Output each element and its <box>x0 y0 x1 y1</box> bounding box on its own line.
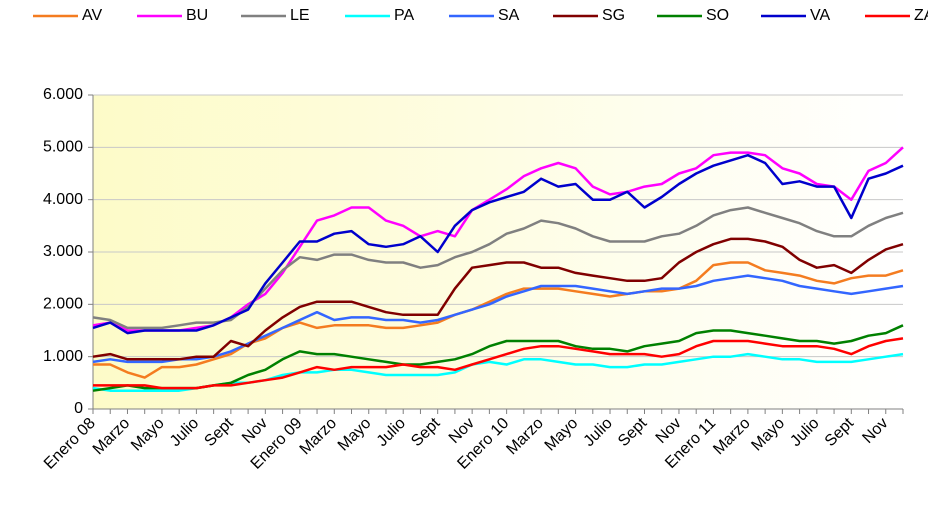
y-tick-label: 6.000 <box>43 86 83 103</box>
y-tick-label: 4.000 <box>43 191 83 208</box>
x-tick-label: Sept <box>408 414 444 450</box>
y-tick-label: 1.000 <box>43 348 83 365</box>
x-tick-label: Marzo <box>710 415 754 459</box>
x-tick-label: Sept <box>615 414 651 450</box>
x-tick-label: Sept <box>822 414 858 450</box>
series-line <box>92 153 904 335</box>
x-tick-label: Nov <box>859 415 891 447</box>
x-tick-label: Julio <box>581 415 616 450</box>
series-line <box>92 324 904 392</box>
series-line <box>92 206 904 330</box>
y-tick-label: 5.000 <box>43 139 83 156</box>
x-tick-label: Mayo <box>542 415 582 455</box>
series-line <box>93 337 904 390</box>
legend-label: SA <box>498 7 520 24</box>
series-line <box>92 237 904 361</box>
legend-label: SG <box>602 7 625 24</box>
legend-label: BU <box>186 7 208 24</box>
x-tick-label: Julio <box>787 415 822 450</box>
y-tick-label: 3.000 <box>43 243 83 260</box>
x-tick-label: Mayo <box>748 415 788 455</box>
legend-label: SO <box>706 7 729 24</box>
series-line <box>92 274 904 364</box>
legend-label: AV <box>82 7 102 24</box>
x-tick-label: Marzo <box>297 415 341 459</box>
y-tick-label: 2.000 <box>43 296 83 313</box>
series-line <box>93 261 904 379</box>
x-tick-label: Mayo <box>335 415 375 455</box>
legend-label: ZA <box>914 7 928 24</box>
x-tick-label: Julio <box>374 415 409 450</box>
legend-label: VA <box>810 7 830 24</box>
x-tick-label: Marzo <box>503 415 547 459</box>
x-tick-label: Marzo <box>90 415 134 459</box>
x-tick-label: Julio <box>167 415 202 450</box>
y-tick-label: 0 <box>74 400 83 417</box>
legend-label: LE <box>290 7 310 24</box>
legend-label: PA <box>394 7 414 24</box>
x-tick-label: Enero 08 <box>41 415 99 473</box>
x-tick-label: Sept <box>201 414 237 450</box>
x-tick-label: Mayo <box>128 415 168 455</box>
